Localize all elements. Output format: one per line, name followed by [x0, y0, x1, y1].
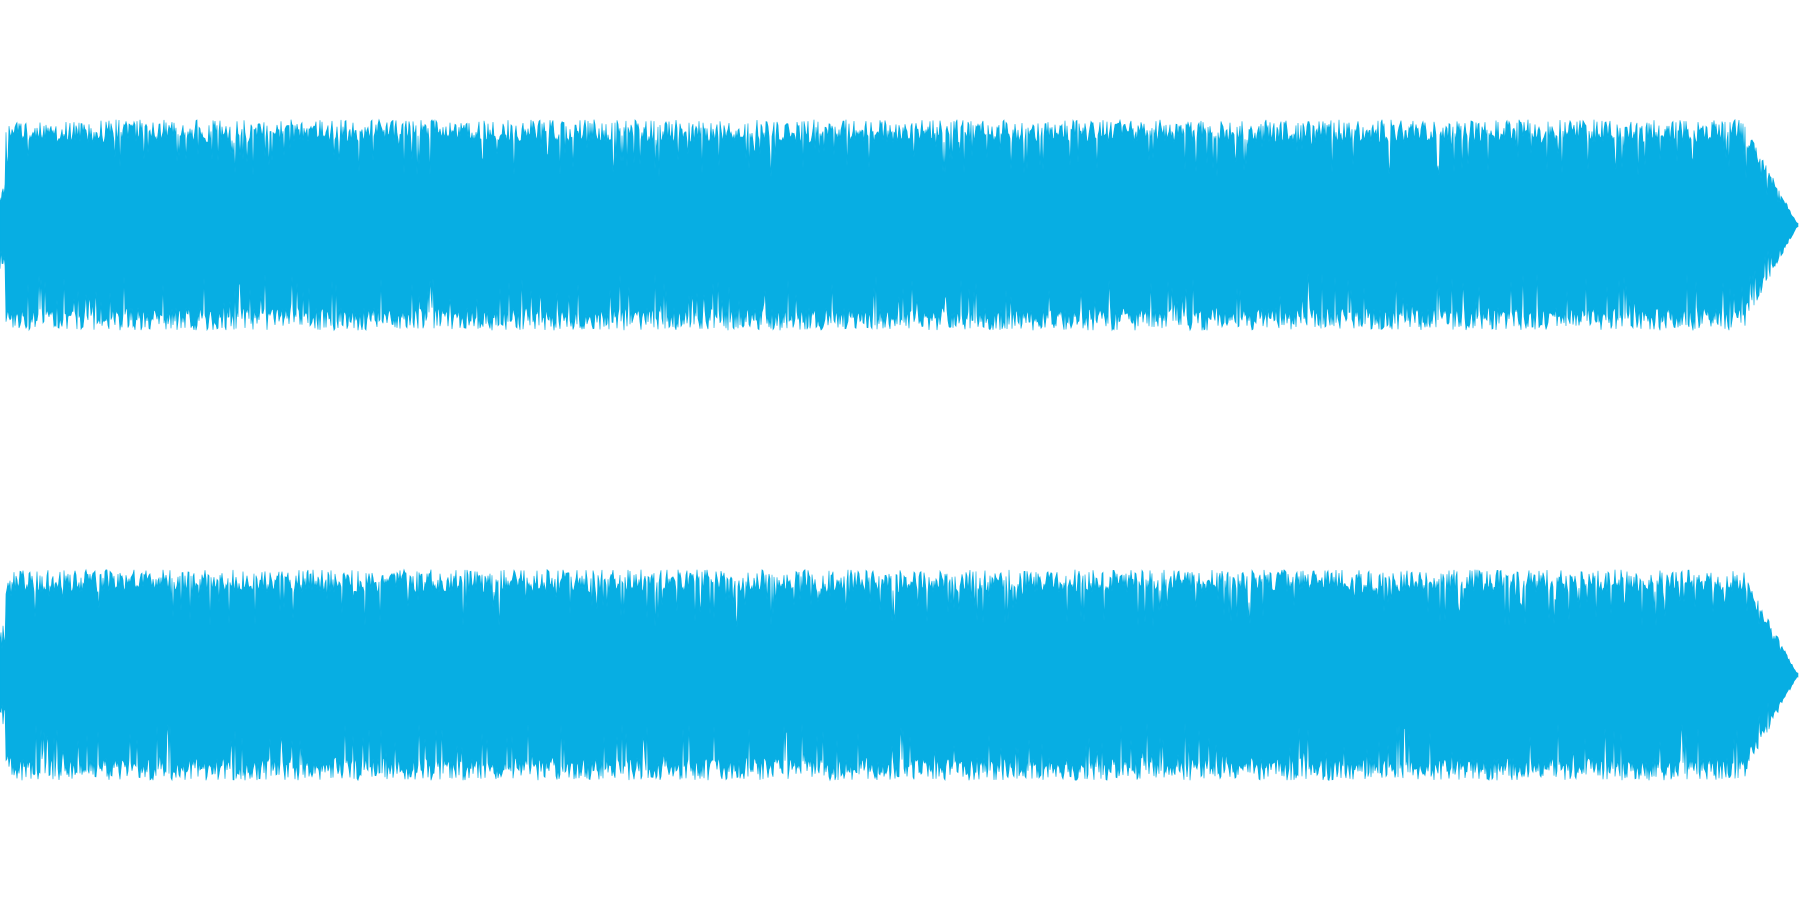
waveform-left-path: [0, 120, 1798, 331]
waveform-right-svg: [0, 560, 1800, 790]
waveform-channel-left: [0, 110, 1800, 340]
waveform-channel-right: [0, 560, 1800, 790]
waveform-left-svg: [0, 110, 1800, 340]
waveform-right-path: [0, 570, 1798, 781]
